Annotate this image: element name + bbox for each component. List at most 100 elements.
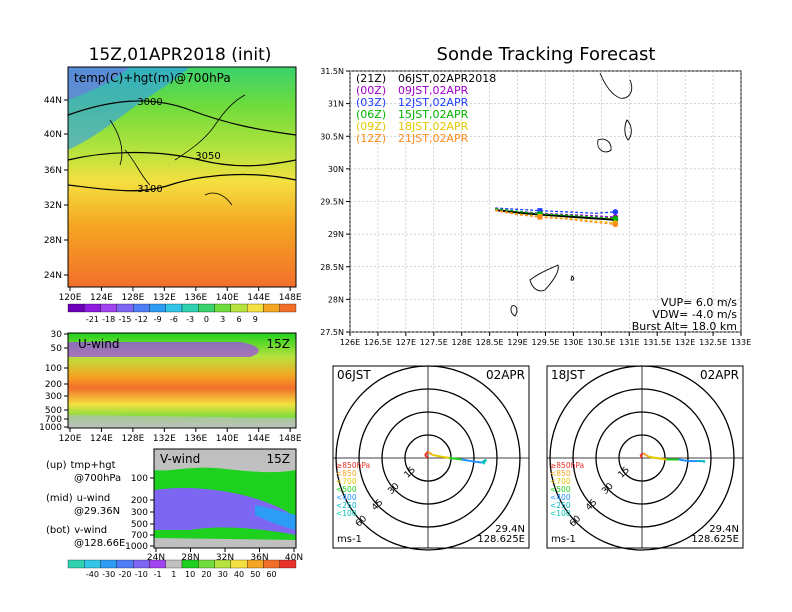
- map-y-tick-label: 28N: [44, 236, 62, 246]
- track-y-tick-label: 27.5N: [320, 328, 344, 337]
- hodo-trace-segment: [640, 452, 644, 456]
- hodo-level-label: <700: [550, 477, 571, 486]
- hodo-level-label: <400: [550, 493, 571, 502]
- temp-colorbar-label: -21: [86, 315, 99, 324]
- track-x-tick-label: 133E: [731, 338, 751, 347]
- island-okinoerabu: [510, 305, 518, 317]
- track-y-tick-label: 28N: [328, 295, 344, 304]
- hodo-unit: ms-1: [337, 534, 362, 545]
- hodo-time: 18JST: [551, 368, 585, 382]
- wind-colorbar-label: -40: [86, 570, 99, 579]
- track-y-tick-label: 30N: [328, 165, 344, 174]
- hodo-trace-segment: [470, 460, 482, 464]
- temp-colorbar-label: -3: [186, 315, 194, 324]
- map-y-axis: 44N 40N 36N 32N 28N 24N: [44, 96, 68, 281]
- vwind-low-grey: [154, 538, 296, 548]
- island-outlines: [510, 72, 633, 317]
- track-legend-text: 18JST,02APR: [398, 120, 469, 133]
- track-legend-code: (09Z): [356, 120, 386, 133]
- hodo-lon: 128.625E: [691, 534, 739, 545]
- wind-colorbar-swatch: [279, 559, 297, 569]
- wind-colorbar-swatch: [263, 559, 280, 569]
- wind-colorbar-swatch: [84, 559, 101, 569]
- island-amami: [529, 264, 559, 292]
- hodo-level-label: <500: [550, 485, 571, 494]
- wind-colorbar-label: 1: [171, 570, 176, 579]
- hodo-lat: 29.4N: [709, 524, 739, 535]
- hodo-level-label: <250: [550, 501, 571, 510]
- vwind-grey-region: [154, 449, 296, 473]
- note-bot-head: (bot): [46, 525, 70, 536]
- track-legend-text: 21JST,02APR: [398, 132, 469, 145]
- coldest-region: [68, 67, 130, 100]
- map-x-tick-label: 132E: [153, 293, 176, 303]
- uwind-x-tick-label: 132E: [153, 434, 176, 444]
- map-x-tick-label: 136E: [184, 293, 207, 303]
- uwind-x-tick-label: 120E: [59, 434, 82, 444]
- island-tanegashima: [624, 119, 632, 141]
- temp-map-panel: temp(C)+hgt(m)@700hPa 3000 3050 3100 44N…: [44, 66, 302, 303]
- hodo-trace-segment: [427, 451, 434, 456]
- temp-colorbar-swatch: [165, 303, 183, 313]
- hodo-trace-segment: [642, 452, 649, 458]
- wind-colorbar-label: -10: [135, 570, 148, 579]
- wind-colorbar-swatch: [198, 559, 215, 569]
- hodo-level-label: <850: [550, 469, 571, 478]
- uwind-x-axis: 120E 124E 128E 132E 136E 140E 144E 148E: [59, 428, 302, 444]
- wind-colorbar-swatch: [214, 559, 232, 569]
- hodo-trace-segment: [647, 455, 656, 459]
- temp-colorbar-swatch: [67, 303, 85, 313]
- note-up-head: (up): [46, 460, 67, 471]
- temp-colorbar: -21 -18 -15 -12 -9 -6 -3 0 3 6 9: [67, 303, 297, 324]
- vwind-y-tick-label: 300: [131, 508, 148, 518]
- track-legend-code: (12Z): [356, 132, 386, 145]
- height-contour-3: [67, 173, 297, 192]
- track-legend-code: (06Z): [356, 108, 386, 121]
- uwind-jet-core: [68, 342, 259, 357]
- track-x-tick-label: 130E: [563, 338, 583, 347]
- track-y-tick-label: 29N: [328, 230, 344, 239]
- hodo-lat: 29.4N: [495, 524, 525, 535]
- track-x-tick-label: 128E: [452, 338, 472, 347]
- map-x-axis: 120E 124E 128E 132E 136E 140E 144E 148E: [59, 287, 302, 303]
- temp-colorbar-swatch: [132, 303, 150, 313]
- track-x-tick-label: 127.5E: [420, 338, 448, 347]
- map-y-tick-label: 44N: [44, 96, 62, 106]
- hodo-trace-segment: [702, 460, 706, 464]
- track-legend: (21Z) 06JST,02APR2018 (00Z) 09JST,02APR (03Z…: [356, 72, 496, 145]
- wind-colorbar-label: -20: [118, 570, 131, 579]
- track-x-tick-label: 129E: [507, 338, 527, 347]
- wind-colorbar-label: 20: [201, 570, 211, 579]
- island-yakushima: [597, 138, 612, 153]
- contour-label-3050: 3050: [195, 151, 220, 162]
- map-y-tick-label: 32N: [44, 201, 62, 211]
- note-up: (up) tmp+hgt: [46, 460, 116, 471]
- hodo-trace-segment: [424, 451, 429, 456]
- uwind-y-tick-label: 500: [45, 406, 62, 416]
- track-x-tick-label: 130.5E: [587, 338, 615, 347]
- uwind-y-tick-label: 1000: [39, 423, 62, 433]
- wind-colorbar-swatch: [165, 559, 183, 569]
- hodo-trace-segment: [461, 458, 472, 463]
- temp-colorbar-label: 0: [204, 315, 209, 324]
- contour-label-3100: 3100: [137, 184, 162, 195]
- note-mid-head: (mid): [46, 493, 73, 504]
- vwind-y-tick-label: 1000: [125, 542, 148, 552]
- track-y-tick-label: 29.5N: [320, 198, 344, 207]
- temp-colorbar-label: -12: [135, 315, 148, 324]
- vwind-y-tick-label: 200: [131, 496, 148, 506]
- vwind-y-tick-label: 500: [131, 520, 148, 530]
- temp-colorbar-label: -9: [154, 315, 162, 324]
- track-legend-code: (21Z): [356, 72, 386, 85]
- track-x-tick-label: 127E: [396, 338, 416, 347]
- island-small-1: [570, 275, 575, 281]
- uwind-x-tick-label: 128E: [121, 434, 144, 444]
- hodo-level-label: <850: [336, 469, 357, 478]
- uwind-x-tick-label: 148E: [279, 434, 302, 444]
- track-legend-text: 06JST,02APR2018: [398, 72, 496, 85]
- temp-map-frame: [67, 66, 297, 288]
- hodo-level-label: <500: [336, 485, 357, 494]
